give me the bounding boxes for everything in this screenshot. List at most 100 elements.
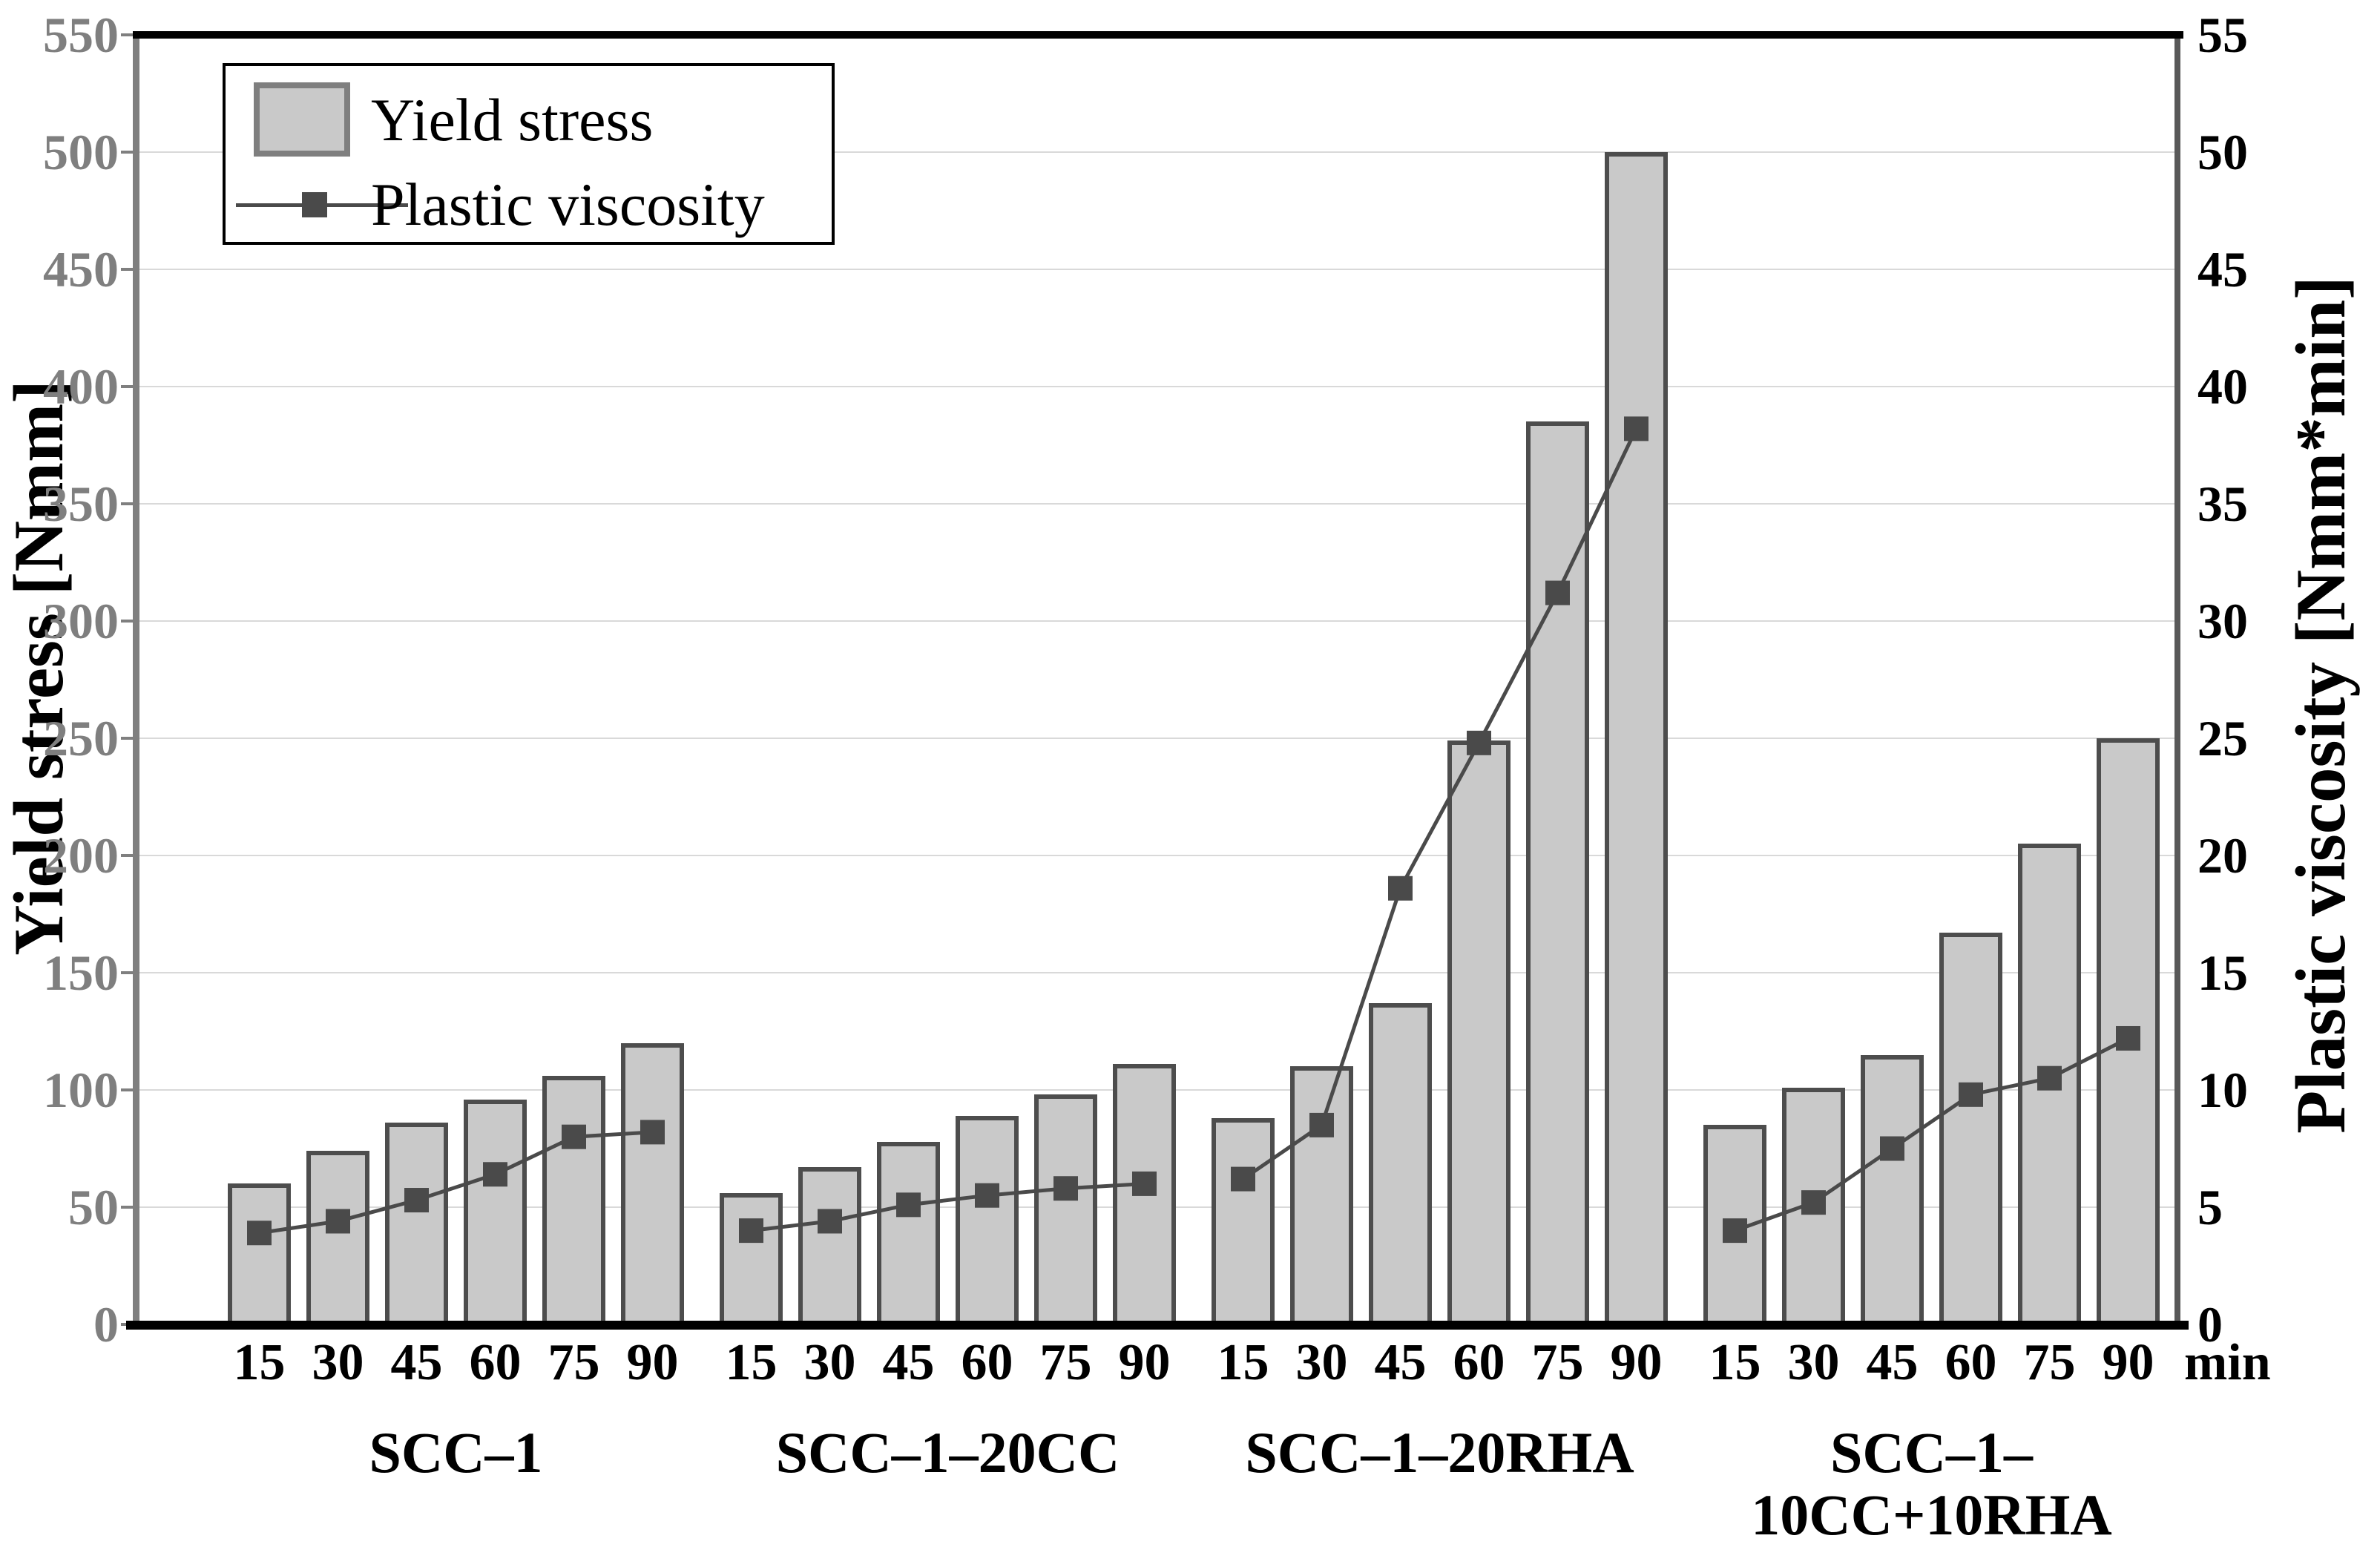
yield-bar-SCC–1-90min xyxy=(621,1042,684,1324)
plastic-viscosity-marker-swatch xyxy=(302,192,327,217)
yield-bar-SCC–1-75min xyxy=(542,1076,605,1324)
x-tick-label: 75 xyxy=(1531,1334,1584,1391)
yield-bar-SCC–1–10CC+10RHA-30min xyxy=(1782,1087,1845,1324)
left-axis-tick-label: 50 xyxy=(68,1179,119,1235)
x-tick-label: 60 xyxy=(469,1334,522,1391)
yield-bar-SCC–1–20RHA-60min xyxy=(1447,740,1510,1324)
yield-bar-SCC–1–20RHA-75min xyxy=(1526,421,1589,1324)
yield-bar-SCC–1-15min xyxy=(228,1183,291,1324)
left-axis-tick xyxy=(121,502,136,505)
legend-label-plastic-viscosity: Plastic viscosity xyxy=(371,171,765,238)
yield-bar-SCC–1–20RHA-15min xyxy=(1212,1117,1275,1324)
yield-bar-SCC–1–20CC-45min xyxy=(877,1141,940,1324)
viscosity-marker-SCC–1–20CC-90min xyxy=(1132,1171,1157,1196)
viscosity-marker-SCC–1–10CC+10RHA-90min xyxy=(2116,1025,2140,1051)
x-tick-label: 90 xyxy=(1610,1334,1663,1391)
x-tick-label: 75 xyxy=(1039,1334,1092,1391)
left-axis-tick-label: 0 xyxy=(93,1296,119,1353)
yield-bar-SCC–1-30min xyxy=(306,1151,369,1324)
left-axis-tick-label: 200 xyxy=(43,827,119,884)
x-tick-label: 15 xyxy=(233,1334,286,1391)
group-label-SCC–1–20RHA: SCC–1–20RHA xyxy=(1245,1420,1634,1485)
x-tick-label: 45 xyxy=(1374,1334,1427,1391)
x-tick-label: 90 xyxy=(1118,1334,1171,1391)
right-axis-tick-label: 45 xyxy=(2197,241,2248,298)
legend-label-yield-stress: Yield stress xyxy=(371,86,654,154)
legend-box: Yield stress Plastic viscosity xyxy=(223,63,835,245)
viscosity-marker-SCC–1-90min xyxy=(640,1120,665,1145)
left-axis-tick xyxy=(121,268,136,271)
viscosity-marker-SCC–1–20RHA-60min xyxy=(1467,730,1491,755)
x-tick-label: 60 xyxy=(961,1334,1013,1391)
x-tick-label: 15 xyxy=(725,1334,778,1391)
viscosity-line-SCC–1 xyxy=(259,1130,653,1235)
x-tick-label: 75 xyxy=(548,1334,600,1391)
x-axis-baseline xyxy=(126,1321,2189,1330)
x-tick-label: 45 xyxy=(1866,1334,1919,1391)
gridline xyxy=(136,738,2180,739)
x-tick-label: 60 xyxy=(1453,1334,1505,1391)
right-axis-tick-label: 35 xyxy=(2197,476,2248,532)
viscosity-marker-SCC–1–10CC+10RHA-75min xyxy=(2037,1065,2062,1091)
yield-stress-bar-swatch xyxy=(254,82,350,157)
right-axis-tick-label: 55 xyxy=(2197,7,2248,63)
viscosity-marker-SCC–1–20CC-75min xyxy=(1053,1176,1078,1201)
left-axis-tick xyxy=(121,737,136,740)
yield-bar-SCC–1–20RHA-30min xyxy=(1290,1066,1353,1324)
left-axis-tick-label: 350 xyxy=(43,476,119,532)
left-axis-tick-label: 450 xyxy=(43,241,119,298)
viscosity-line-SCC–1–20CC xyxy=(751,1181,1145,1233)
x-tick-label: 30 xyxy=(1295,1334,1348,1391)
x-tick-label: 30 xyxy=(803,1334,856,1391)
left-axis-tick xyxy=(121,971,136,974)
legend-entry-plastic-viscosity: Plastic viscosity xyxy=(226,164,832,246)
yield-bar-SCC–1–20CC-15min xyxy=(720,1193,783,1324)
x-tick-label: 90 xyxy=(2102,1334,2154,1391)
left-axis-tick-label: 300 xyxy=(43,593,119,649)
right-axis-spine xyxy=(2174,35,2180,1324)
viscosity-marker-SCC–1-15min xyxy=(247,1221,272,1246)
viscosity-marker-SCC–1-60min xyxy=(483,1162,507,1187)
left-axis-tick xyxy=(121,33,136,36)
gridline xyxy=(136,269,2180,270)
left-axis-tick xyxy=(121,620,136,623)
x-tick-label: 90 xyxy=(626,1334,679,1391)
plot-top-border xyxy=(133,31,2183,39)
yield-bar-SCC–1–20CC-75min xyxy=(1034,1094,1097,1324)
group-label-SCC–1: SCC–1 xyxy=(369,1420,543,1485)
x-tick-label: 45 xyxy=(390,1334,443,1391)
viscosity-marker-SCC–1–20RHA-45min xyxy=(1388,876,1413,901)
yield-bar-SCC–1-45min xyxy=(385,1123,448,1324)
viscosity-marker-SCC–1–10CC+10RHA-15min xyxy=(1723,1218,1747,1244)
left-axis-tick-label: 550 xyxy=(43,7,119,63)
viscosity-marker-SCC–1–20RHA-30min xyxy=(1309,1112,1334,1137)
x-tick-label: 30 xyxy=(312,1334,364,1391)
x-tick-label: 15 xyxy=(1709,1334,1761,1391)
right-axis-tick-label: 5 xyxy=(2197,1179,2223,1235)
plot-area xyxy=(121,33,2180,1326)
viscosity-marker-SCC–1–10CC+10RHA-45min xyxy=(1880,1136,1904,1161)
gridline xyxy=(136,855,2180,856)
left-axis-tick-label: 100 xyxy=(43,1062,119,1118)
left-axis-tick-label: 150 xyxy=(43,945,119,1001)
viscosity-marker-SCC–1–20CC-45min xyxy=(896,1192,921,1218)
viscosity-marker-SCC–1-45min xyxy=(404,1188,429,1213)
left-axis-tick-label: 500 xyxy=(43,124,119,180)
viscosity-marker-SCC–1–20CC-60min xyxy=(975,1183,999,1208)
left-axis-tick xyxy=(121,151,136,154)
viscosity-marker-SCC–1–20RHA-15min xyxy=(1231,1166,1255,1192)
viscosity-line-overlay xyxy=(247,416,2140,1246)
group-label-SCC–1–10CC+10RHA: SCC–1–10CC+10RHA xyxy=(1751,1420,2112,1547)
viscosity-marker-SCC–1–10CC+10RHA-60min xyxy=(1959,1082,1983,1107)
right-axis-tick-label: 50 xyxy=(2197,124,2248,180)
x-tick-label: 75 xyxy=(2023,1334,2076,1391)
viscosity-line-SCC–1–10CC+10RHA xyxy=(1734,1037,2129,1232)
viscosity-marker-SCC–1–20RHA-75min xyxy=(1545,580,1570,605)
right-axis-tick-label: 10 xyxy=(2197,1062,2248,1118)
yield-bar-SCC–1-60min xyxy=(464,1099,527,1324)
left-axis-tick xyxy=(121,385,136,388)
left-axis-tick-label: 250 xyxy=(43,710,119,766)
right-axis-tick-label: 40 xyxy=(2197,358,2248,415)
group-label-SCC–1–20CC: SCC–1–20CC xyxy=(775,1420,1120,1485)
chart-canvas: Yield stress [Nmm] Plastic viscosity [Nm… xyxy=(0,7,2360,1546)
